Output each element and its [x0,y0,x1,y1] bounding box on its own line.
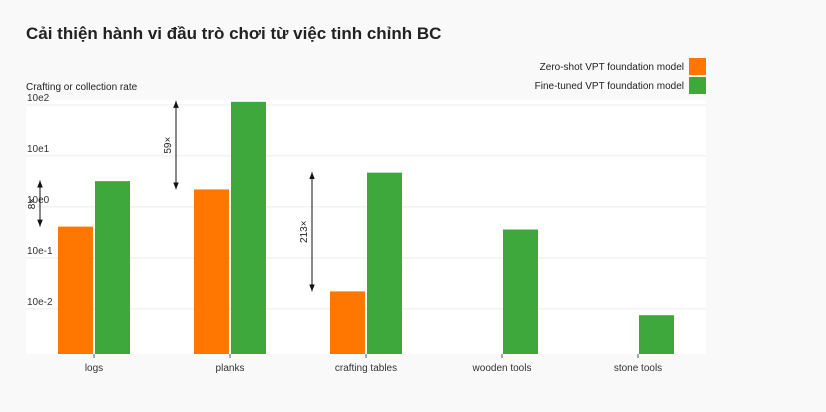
plot-area [26,100,706,354]
legend-label: Fine-tuned VPT foundation model [535,81,684,92]
x-tick-labels: logs planks crafting tables wooden tools sto… [85,354,662,374]
bar-fine-tuned [639,315,674,354]
grid-layer [26,104,706,310]
bar-zero-shot [194,189,229,354]
legend-swatch [689,77,706,94]
annotation-layer: 8× 59× 213× [27,100,315,292]
y-tick-label: 10e-2 [27,297,53,308]
x-tick-label: wooden tools [472,363,532,374]
legend-label: Zero-shot VPT foundation model [540,62,684,73]
y-axis-label: Crafting or collection rate [26,82,138,93]
y-tick-label: 10e-1 [27,246,53,257]
bar-fine-tuned [95,181,130,354]
x-tick-label: crafting tables [335,363,397,374]
bar-zero-shot [58,226,93,354]
bar-fine-tuned [367,172,402,354]
fold-change-label: 213× [299,220,310,243]
x-tick-label: stone tools [614,363,662,374]
legend-swatch [689,58,706,75]
fold-change-label: 59× [163,137,174,154]
fold-change-label: 8× [27,198,38,210]
legend: Zero-shot VPT foundation model Fine-tuned… [535,58,706,94]
bar-fine-tuned [231,101,266,355]
bar-fine-tuned [503,229,538,354]
bar-zero-shot [330,291,365,354]
x-tick-label: logs [85,363,103,374]
x-tick-label: planks [216,363,245,374]
chart-title: Cải thiện hành vi đầu trò chơi từ việc t… [26,24,442,43]
y-tick-label: 10e2 [27,93,50,104]
bar-layer [58,101,674,355]
y-tick-label: 10e1 [27,144,50,155]
